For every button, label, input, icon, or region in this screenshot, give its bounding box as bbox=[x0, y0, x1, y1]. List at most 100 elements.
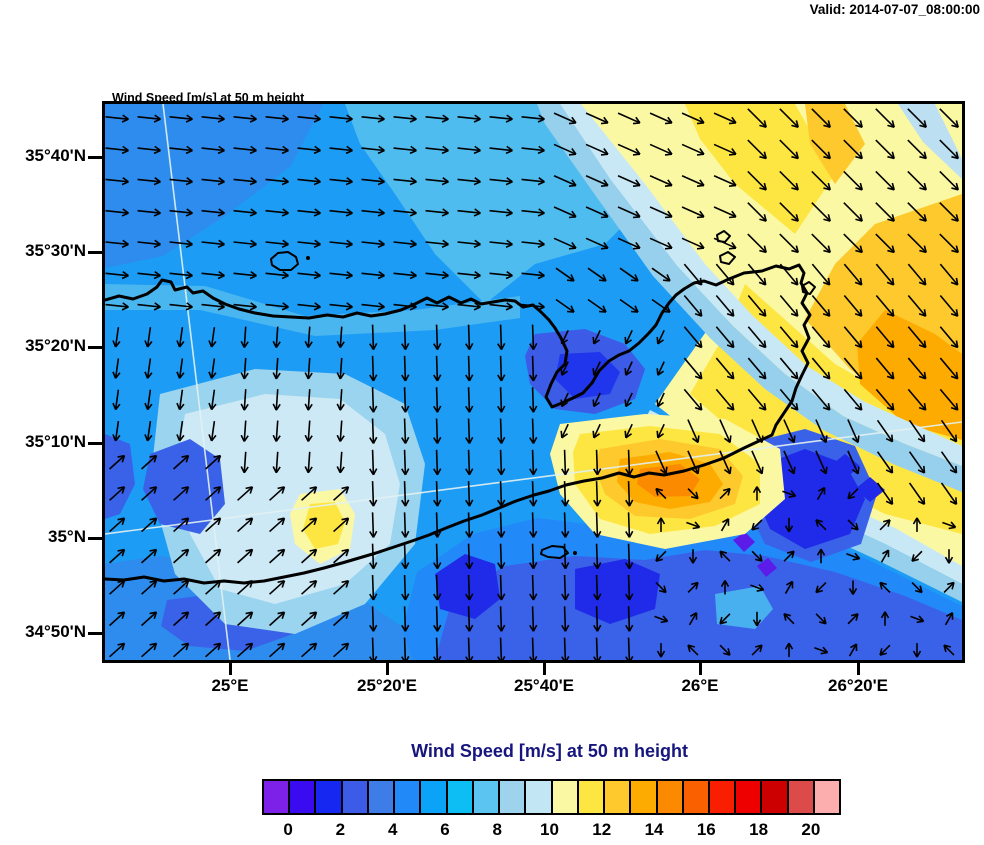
wind-arrow-shaft bbox=[205, 642, 221, 658]
wind-arrow-head bbox=[154, 239, 161, 246]
wind-arrow bbox=[401, 512, 410, 538]
wind-arrow bbox=[109, 642, 126, 658]
wind-arrow-head bbox=[339, 372, 345, 380]
wind-arrow bbox=[465, 387, 474, 413]
wind-arrow-shaft bbox=[910, 615, 924, 622]
wind-arrow-head bbox=[217, 643, 222, 651]
wind-arrow-shaft bbox=[201, 178, 225, 183]
wind-arrow-head bbox=[217, 455, 222, 463]
wind-arrow-head bbox=[442, 239, 449, 246]
wind-arrow-head bbox=[304, 434, 309, 442]
wind-arrow bbox=[783, 550, 795, 562]
wind-arrow bbox=[465, 481, 474, 507]
wind-arrow-head bbox=[564, 593, 570, 601]
wind-arrow-head bbox=[759, 187, 767, 191]
wind-map-canvas bbox=[105, 104, 962, 660]
wind-arrow bbox=[393, 239, 417, 248]
wind-arrow bbox=[361, 270, 385, 280]
wind-arrow-head bbox=[859, 120, 863, 128]
wind-arrow-shaft bbox=[811, 294, 831, 317]
wind-arrow bbox=[301, 580, 318, 595]
wind-arrow-head bbox=[250, 239, 257, 246]
wind-arrow-head bbox=[790, 375, 798, 380]
wind-arrow-head bbox=[240, 466, 245, 474]
wind-arrow-shaft bbox=[425, 147, 449, 152]
wind-arrow-head bbox=[249, 517, 254, 526]
wind-arrow-head bbox=[345, 212, 353, 217]
wind-arrow-shaft bbox=[563, 543, 567, 569]
wind-arrow-shaft bbox=[939, 233, 959, 253]
wind-arrow bbox=[269, 548, 286, 564]
wind-arrow bbox=[625, 481, 634, 507]
wind-arrow-head bbox=[885, 437, 893, 443]
wind-arrow-head bbox=[827, 403, 831, 411]
wind-arrow-shaft bbox=[939, 170, 959, 191]
wind-arrow-shaft bbox=[683, 326, 703, 348]
wind-arrow-head bbox=[664, 153, 673, 156]
wind-arrow-shaft bbox=[205, 455, 221, 470]
wind-arrow-head bbox=[497, 405, 503, 413]
wind-arrow-head bbox=[564, 468, 570, 476]
wind-arrow-head bbox=[887, 218, 895, 222]
wind-arrow bbox=[521, 208, 545, 217]
wind-arrow-head bbox=[249, 486, 254, 494]
wind-arrow-shaft bbox=[499, 324, 503, 350]
wind-arrow-shaft bbox=[205, 580, 221, 595]
wind-arrow-head bbox=[628, 593, 634, 601]
wind-arrow bbox=[393, 177, 417, 186]
lat-tick-label: 35°10'N bbox=[25, 432, 86, 451]
wind-arrow bbox=[529, 543, 538, 570]
wind-arrow-head bbox=[372, 499, 378, 507]
wind-arrow-head bbox=[624, 368, 627, 376]
wind-arrow bbox=[553, 237, 577, 250]
wind-arrow-head bbox=[144, 434, 149, 442]
wind-arrow-shaft bbox=[371, 324, 375, 350]
wind-arrow-head bbox=[571, 241, 577, 249]
wind-arrow bbox=[624, 392, 633, 408]
wind-arrow-shaft bbox=[339, 326, 343, 348]
wind-arrow bbox=[911, 581, 923, 594]
wind-arrow bbox=[497, 606, 506, 632]
wind-arrow-shaft bbox=[747, 326, 767, 348]
wind-arrow-head bbox=[281, 212, 289, 217]
wind-arrow-shaft bbox=[593, 361, 601, 376]
wind-arrow bbox=[369, 512, 378, 538]
wind-arrow-shaft bbox=[815, 519, 827, 531]
wind-arrow bbox=[687, 581, 699, 594]
wind-arrow-head bbox=[758, 312, 766, 317]
wind-arrow-shaft bbox=[137, 241, 161, 246]
wind-arrow-head bbox=[758, 584, 765, 591]
wind-arrow-shaft bbox=[457, 272, 481, 277]
wind-arrow-head bbox=[121, 455, 126, 463]
wind-arrow-shaft bbox=[265, 116, 289, 120]
wind-arrow-shaft bbox=[169, 272, 193, 277]
wind-arrow-head bbox=[369, 468, 375, 476]
wind-arrow-head bbox=[250, 114, 257, 120]
wind-arrow-shaft bbox=[561, 392, 569, 407]
wind-arrow-head bbox=[176, 371, 181, 379]
wind-arrow bbox=[529, 387, 538, 413]
wind-arrow-head bbox=[722, 487, 731, 492]
wind-arrow-head bbox=[784, 642, 790, 650]
wind-arrow bbox=[847, 450, 860, 475]
wind-arrow-head bbox=[854, 281, 862, 286]
colorbar-tick-label: 14 bbox=[644, 820, 664, 839]
colorbar-cell bbox=[736, 781, 763, 813]
wind-arrow-head bbox=[473, 274, 481, 280]
wind-arrow bbox=[713, 174, 737, 187]
wind-arrow-head bbox=[756, 619, 762, 627]
wind-arrow-head bbox=[249, 149, 257, 155]
wind-arrow-head bbox=[218, 270, 225, 277]
wind-arrow-head bbox=[529, 624, 535, 632]
wind-arrow-shaft bbox=[939, 139, 959, 160]
wind-arrow-head bbox=[723, 468, 731, 475]
wind-arrow bbox=[593, 637, 602, 660]
wind-arrow-head bbox=[696, 122, 705, 125]
wind-arrow-head bbox=[763, 340, 767, 348]
wind-arrow-head bbox=[282, 239, 289, 246]
wind-arrow-head bbox=[532, 374, 538, 382]
wind-arrow-shaft bbox=[784, 581, 794, 594]
colorbar-tick-label: 2 bbox=[335, 820, 346, 839]
wind-arrow-head bbox=[731, 241, 737, 249]
wind-arrow-head bbox=[250, 302, 257, 308]
